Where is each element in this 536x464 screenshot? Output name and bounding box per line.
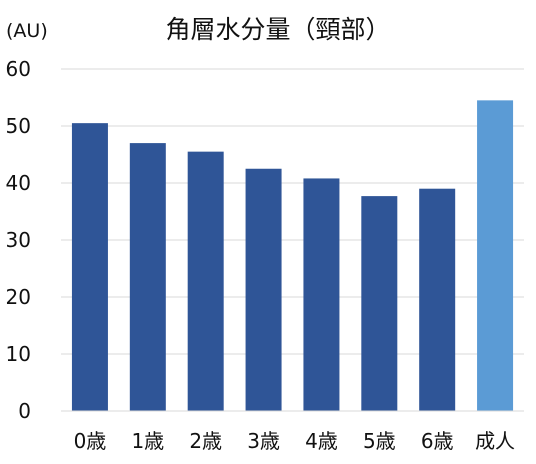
x-axis-labels: 0歳 1歳 2歳 3歳 4歳 5歳 6歳 成人 [74, 429, 515, 453]
x-tick-label: 2歳 [189, 429, 222, 453]
y-tick-label: 20 [6, 285, 31, 309]
chart-title: 角層水分量（頸部） [165, 15, 390, 44]
y-tick-label: 10 [6, 342, 31, 366]
bar-3 [245, 168, 282, 411]
y-tick-label: 50 [6, 114, 31, 138]
x-tick-label: 4歳 [305, 429, 338, 453]
bar-5 [361, 196, 398, 411]
bars [71, 100, 514, 412]
bar-7 [477, 100, 514, 411]
x-tick-label: 1歳 [131, 429, 164, 453]
y-tick-label: 0 [18, 399, 31, 423]
y-axis-ticks: 0 10 20 30 40 50 60 [6, 57, 31, 423]
unit-label: (AU) [6, 20, 48, 42]
bar-0 [71, 123, 108, 412]
bar-6 [419, 188, 456, 411]
bar-4 [303, 178, 340, 411]
x-tick-label: 3歳 [247, 429, 280, 453]
y-tick-label: 30 [6, 228, 31, 252]
bar-2 [187, 151, 224, 411]
bar-1 [129, 143, 166, 411]
x-tick-label: 成人 [475, 429, 515, 453]
x-tick-label: 6歳 [421, 429, 454, 453]
x-tick-label: 5歳 [363, 429, 396, 453]
x-tick-label: 0歳 [74, 429, 107, 453]
y-tick-label: 40 [6, 171, 31, 195]
y-tick-label: 60 [6, 57, 31, 81]
